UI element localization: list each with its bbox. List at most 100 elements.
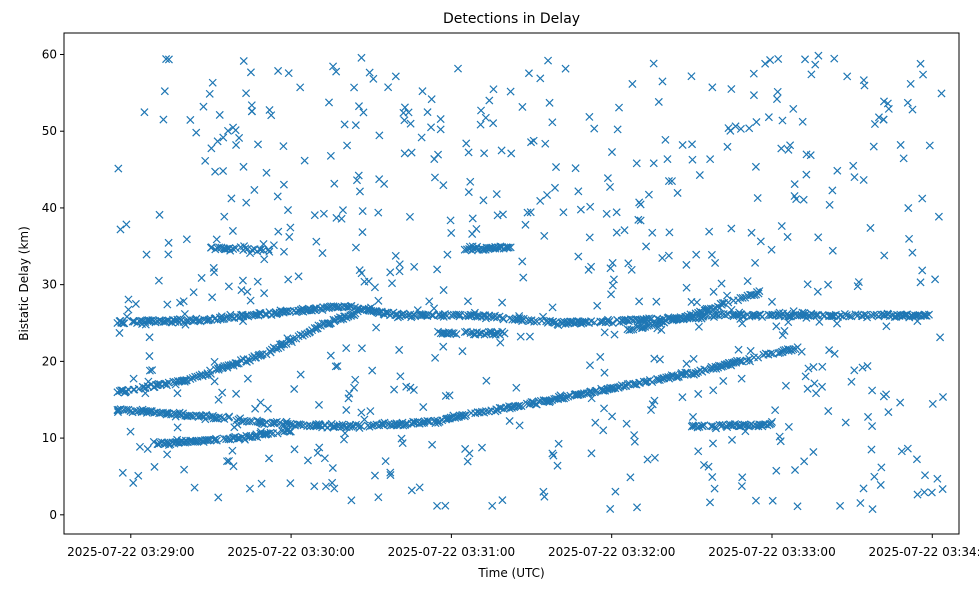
detection-point [182,235,191,244]
detection-point [179,297,188,306]
track-detection-point [549,317,558,326]
detection-point [173,423,182,432]
detection-point [800,457,809,466]
track-detection-point [289,334,298,343]
detection-point [374,296,383,305]
detection-point [602,209,611,218]
detection-point [709,287,718,296]
detection-point [540,231,549,240]
detection-point [536,74,545,83]
detection-point [224,456,234,465]
detection-point [232,140,241,150]
detection-point [319,209,328,218]
detection-point [657,325,666,334]
detection-point [777,222,786,231]
detection-point [344,394,353,403]
track-detection-point [186,374,195,383]
detection-point [243,287,252,296]
detection-point [688,412,698,421]
track-detection-point [701,365,711,375]
detection-point [634,215,643,224]
detection-point [688,155,697,164]
detection-point [235,133,244,142]
detection-point [114,164,123,173]
detection-point [543,190,552,199]
track-detection-point [211,434,221,443]
detection-point [606,264,615,273]
detection-point [874,113,883,122]
detection-point [854,278,863,287]
track-detection-point [220,414,229,423]
detection-point [736,124,745,133]
detection-point [607,148,616,157]
detection-point [585,112,594,121]
detection-point [134,471,143,480]
detection-point [608,258,617,267]
y-tick-label: 20 [42,354,57,368]
detection-point [351,121,360,130]
detection-point [752,117,761,127]
detection-point [274,66,283,75]
plot-frame [63,32,960,535]
detection-point [818,362,827,371]
track-detection-point [248,245,257,254]
detection-point [812,389,821,398]
track-detection-point [745,354,754,363]
detection-point [391,72,400,81]
track-detection-point [154,379,163,388]
detection-point [772,95,782,104]
detection-point [611,487,620,496]
detection-point [246,296,255,305]
detection-point [836,501,845,510]
y-tick-label: 40 [42,201,57,215]
detection-point [727,224,736,233]
detection-point [154,276,163,285]
detection-point [825,346,834,355]
track-detection-point [714,311,723,320]
detection-point [773,87,782,96]
detection-point [265,105,274,115]
detection-point [705,498,715,507]
detection-point [859,484,868,493]
detection-point [803,280,812,289]
detection-point [850,173,859,182]
track-detection-point [191,372,200,381]
detection-point [419,403,428,412]
detection-point [418,87,427,96]
detection-point [131,299,140,308]
track-detection-point [224,413,233,422]
detection-point [286,223,295,232]
detection-point [585,233,594,242]
detection-point [801,372,810,381]
detection-point [689,354,698,363]
detection-point [751,496,761,505]
detection-point [682,260,691,269]
detection-point [462,139,471,148]
track-detection-point [266,428,275,437]
track-detection-point [241,244,250,253]
track-detection-point [314,321,323,330]
track-detection-point [427,311,436,320]
detection-point [395,267,404,276]
detection-point [381,457,390,466]
detection-point [407,148,416,157]
detection-point [825,200,834,209]
detection-point [145,366,154,375]
detection-point [129,478,138,487]
detection-point [868,422,877,431]
detection-point [599,426,608,435]
track-detection-point [845,312,854,321]
detection-point [155,210,164,219]
detection-point [406,119,415,128]
detection-point [591,418,600,427]
detection-point [882,390,891,399]
detection-point [798,117,807,126]
detection-point [636,216,645,225]
detection-point [320,454,329,463]
detection-point [593,301,602,310]
track-detection-point [619,382,628,391]
detection-point [544,56,553,65]
track-detection-point [146,406,155,415]
detection-point [925,141,934,150]
